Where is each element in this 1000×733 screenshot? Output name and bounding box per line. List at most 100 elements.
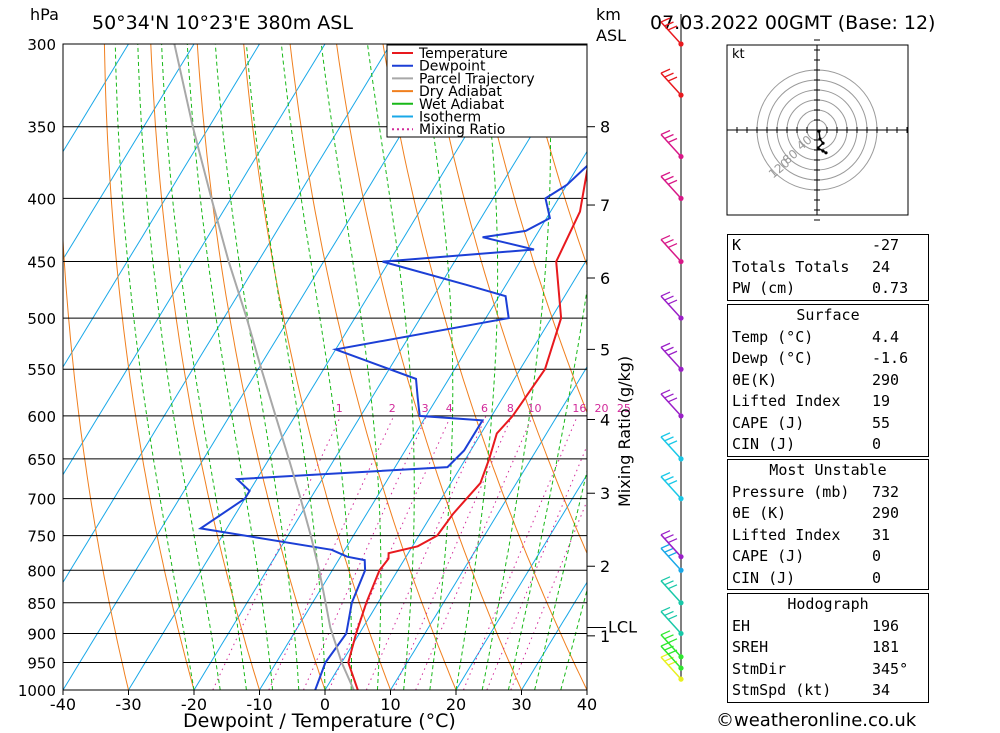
hodo-stmdir-value: 345°: [872, 659, 909, 678]
hodo-stmspd-label: StmSpd (kt): [732, 681, 832, 699]
height-tick-label: 2: [600, 557, 610, 576]
dry-adiabat-line: [63, 231, 129, 690]
dry-adiabat-line: [382, 44, 587, 690]
height-axis: 8 7 6 5 4 3 2 1: [587, 118, 610, 646]
wind-barb-shaft: [660, 476, 682, 500]
pressure-tick-label: 750: [27, 528, 56, 546]
wet-adiabat-line: [420, 44, 454, 690]
x-tick-label: 0: [320, 695, 330, 714]
x-tick-label: 40: [577, 695, 597, 714]
x-tick-label: -20: [181, 695, 207, 714]
hodograph-point: [821, 149, 825, 153]
index-k-value: -27: [872, 236, 900, 254]
height-tick-label: 1: [600, 627, 610, 646]
index-pw-value: 0.73: [872, 279, 909, 297]
pressure-tick-label: 500: [27, 310, 56, 328]
surface-thetae-value: 290: [872, 370, 900, 389]
surface-temp-label: Temp (°C): [732, 327, 814, 346]
wind-barb-shaft: [660, 634, 682, 658]
asl-label: ASL: [596, 26, 626, 45]
wind-barb-feather: [667, 614, 678, 621]
wind-barb-feather: [660, 543, 671, 549]
mu-cape-value: 0: [872, 547, 882, 565]
hodograph-point: [818, 137, 822, 141]
wet-adiabat-line: [507, 287, 587, 690]
dry-adiabat-line: [336, 44, 522, 690]
wind-barb-shaft: [660, 239, 682, 263]
dry-adiabat-line: [475, 44, 587, 414]
wind-barb-feather: [667, 299, 678, 305]
height-tick-label: 8: [600, 118, 610, 137]
wind-barb-shaft: [660, 656, 682, 680]
wind-barb-feather: [660, 129, 671, 136]
pressure-tick-label: 300: [27, 36, 56, 54]
wind-barb-feather: [667, 137, 678, 144]
most-unstable-title: Most Unstable: [769, 461, 887, 479]
wind-barb-shaft: [660, 134, 682, 158]
station-location: 50°34'N 10°23'E 380m ASL: [92, 12, 353, 34]
hodo-sreh-value: 181: [872, 638, 900, 656]
wet-adiabat-line: [481, 44, 551, 690]
hodograph-point: [816, 146, 820, 150]
pressure-axis-labels: 300 350 400 450 500 550 600 650 700 750 800 850 900 9…: [18, 36, 56, 700]
dry-adiabat-line: [103, 44, 195, 690]
wet-adiabat-line: [245, 44, 326, 690]
legend-label: Dry Adiabat: [419, 84, 502, 100]
wind-barb-feather: [667, 350, 678, 356]
isotherm-line: [63, 44, 457, 690]
stability-indices-table: K -27 Totals Totals 24 PW (cm) 0.73: [727, 234, 929, 301]
index-k-label: K: [732, 236, 742, 254]
hodograph-point: [817, 129, 821, 133]
wind-barb-feather: [664, 393, 674, 399]
wind-barb-feather: [660, 389, 671, 395]
surface-cape-label: CAPE (J): [732, 413, 805, 432]
wet-adiabat-line: [137, 44, 221, 690]
wet-adiabat-line: [114, 44, 195, 690]
wind-barb-feather: [664, 346, 674, 352]
index-pw-label: PW (cm): [732, 279, 796, 297]
pressure-tick-label: 450: [27, 254, 56, 272]
wind-barb-shaft: [660, 547, 682, 571]
wind-barb-feather: [660, 234, 671, 241]
mixing-ratio-line: [393, 415, 513, 690]
mixing-ratio-label: 16: [572, 402, 586, 415]
wind-barb: [660, 171, 682, 199]
wind-barb-feather: [667, 584, 678, 590]
surface-thetae-label: θE(K): [732, 370, 778, 389]
wind-barb-feather: [667, 538, 678, 544]
wind-barb-feather: [667, 440, 678, 446]
wind-barb: [660, 630, 682, 658]
wind-barb-feather: [664, 476, 674, 482]
mu-pressure-label: Pressure (mb): [732, 482, 850, 501]
wind-barb-feather: [667, 25, 678, 31]
x-tick-label: 20: [446, 695, 466, 714]
mixing-ratio-label: 8: [507, 402, 514, 415]
mixing-ratio-label: 20: [594, 402, 608, 415]
datetime-label: 07.03.2022 00GMT (Base: 12): [650, 12, 935, 34]
wind-barb-feather: [664, 634, 674, 640]
pressure-tick-label: 800: [27, 562, 56, 580]
x-tick-label: 30: [511, 695, 531, 714]
hodograph-table: Hodograph EH 196 SREH 181 StmDir 345° StmSp…: [727, 593, 929, 703]
pressure-tick-label: 650: [27, 451, 56, 469]
mixing-ratio-line: [510, 499, 587, 690]
credit-text: ©weatheronline.co.uk: [716, 710, 917, 731]
wind-barb-feather: [664, 238, 674, 245]
wind-barb: [660, 576, 682, 604]
surface-title: Surface: [796, 306, 860, 324]
wind-barb: [660, 389, 682, 417]
wind-barb-feather: [664, 547, 674, 553]
isotherm-line: [455, 473, 587, 690]
series-parcel-trajectory: [173, 44, 355, 690]
wind-barb-column: [660, 14, 684, 682]
isotherm-line: [521, 581, 587, 690]
wind-barb-feather: [664, 72, 674, 78]
wind-barb-feather: [664, 133, 674, 140]
legend-label: Temperature: [418, 46, 508, 62]
isotherm-line: [63, 44, 260, 368]
wet-adiabat-line: [560, 588, 587, 690]
wind-barb-shaft: [660, 175, 682, 199]
wind-barb-feather: [667, 638, 678, 644]
